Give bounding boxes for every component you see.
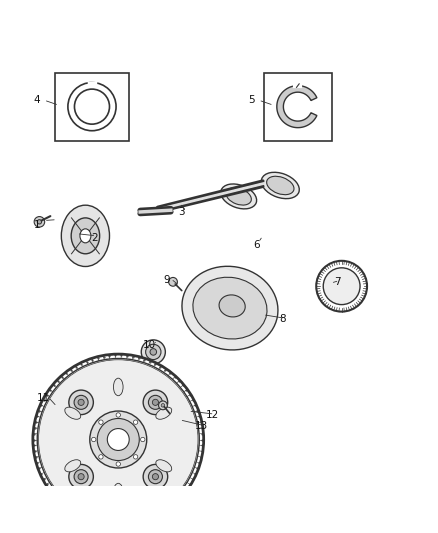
- Circle shape: [74, 89, 110, 124]
- Circle shape: [134, 420, 138, 424]
- Circle shape: [99, 420, 103, 424]
- Ellipse shape: [156, 460, 172, 472]
- Circle shape: [69, 464, 93, 489]
- Ellipse shape: [221, 184, 257, 209]
- Ellipse shape: [267, 176, 294, 195]
- Text: 12: 12: [206, 410, 219, 421]
- Text: 3: 3: [178, 207, 185, 217]
- Circle shape: [107, 429, 129, 450]
- Text: 8: 8: [279, 314, 286, 324]
- Circle shape: [39, 360, 198, 519]
- Ellipse shape: [182, 266, 278, 350]
- Circle shape: [316, 261, 367, 312]
- Circle shape: [159, 401, 167, 410]
- Text: 10: 10: [142, 341, 155, 350]
- Circle shape: [74, 395, 88, 409]
- Circle shape: [33, 354, 204, 525]
- Circle shape: [90, 411, 147, 468]
- Circle shape: [152, 474, 159, 480]
- Ellipse shape: [141, 340, 165, 364]
- Circle shape: [161, 403, 165, 407]
- Circle shape: [323, 268, 360, 304]
- Circle shape: [169, 278, 177, 286]
- Text: 5: 5: [248, 95, 255, 105]
- Ellipse shape: [261, 172, 299, 199]
- Text: 9: 9: [163, 274, 170, 285]
- Ellipse shape: [113, 483, 123, 501]
- Circle shape: [78, 474, 84, 480]
- Polygon shape: [277, 86, 317, 128]
- Circle shape: [68, 83, 116, 131]
- Bar: [264, 72, 332, 141]
- Circle shape: [116, 413, 120, 417]
- Ellipse shape: [226, 188, 251, 205]
- Circle shape: [148, 395, 162, 409]
- Circle shape: [74, 470, 88, 483]
- Circle shape: [143, 390, 168, 415]
- Circle shape: [69, 390, 93, 415]
- Circle shape: [37, 359, 199, 521]
- Ellipse shape: [113, 378, 123, 395]
- Text: 6: 6: [253, 240, 260, 249]
- Circle shape: [97, 418, 139, 461]
- Circle shape: [141, 437, 145, 442]
- Ellipse shape: [65, 407, 81, 419]
- Ellipse shape: [80, 229, 91, 243]
- Circle shape: [92, 437, 96, 442]
- Circle shape: [143, 464, 168, 489]
- Circle shape: [134, 455, 138, 459]
- Circle shape: [152, 399, 159, 406]
- Ellipse shape: [71, 218, 99, 254]
- Circle shape: [148, 470, 162, 483]
- Text: 13: 13: [195, 422, 208, 431]
- Ellipse shape: [145, 344, 161, 360]
- Ellipse shape: [193, 277, 267, 339]
- Circle shape: [116, 462, 120, 466]
- Ellipse shape: [61, 205, 110, 266]
- Circle shape: [34, 216, 45, 227]
- Circle shape: [37, 220, 42, 224]
- Circle shape: [99, 455, 103, 459]
- Text: 4: 4: [34, 95, 41, 105]
- Bar: [55, 72, 129, 141]
- Ellipse shape: [150, 349, 156, 355]
- Text: 2: 2: [91, 233, 98, 243]
- Text: 7: 7: [334, 277, 341, 287]
- Ellipse shape: [65, 460, 81, 472]
- Text: 1: 1: [34, 220, 41, 230]
- Ellipse shape: [156, 407, 172, 419]
- Text: 11: 11: [37, 393, 50, 403]
- Circle shape: [78, 399, 84, 406]
- Ellipse shape: [219, 295, 245, 317]
